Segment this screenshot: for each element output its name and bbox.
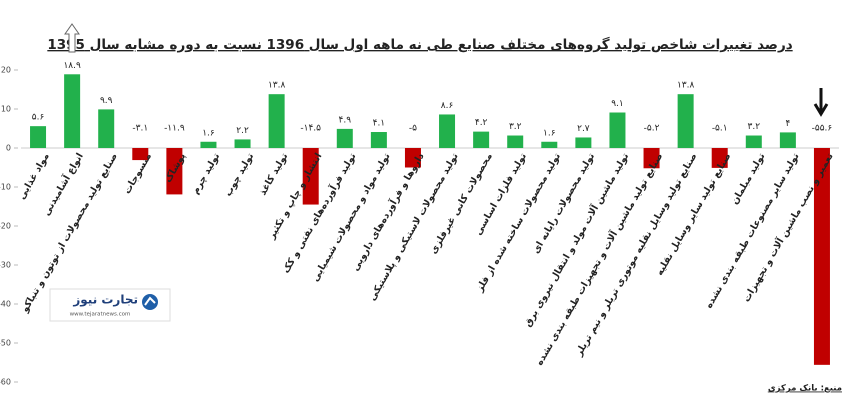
bar xyxy=(234,139,251,148)
bar xyxy=(98,109,115,148)
value-label: ۱۸.۹ xyxy=(63,61,81,71)
value-label: ۲.۷ xyxy=(577,124,590,134)
x-tick-label: تولید چوب xyxy=(223,151,257,198)
logo-icon-mark xyxy=(144,296,156,306)
value-label: ۴ xyxy=(785,119,790,129)
logo-name: تجارت نیوز xyxy=(72,293,138,308)
value-label: ۳.۲ xyxy=(748,122,761,132)
x-tick-label: تولید چرم xyxy=(190,151,222,196)
value-label: -۱۱.۹ xyxy=(164,124,185,134)
value-label: -۵ xyxy=(409,124,417,134)
up-arrow xyxy=(64,23,80,53)
bar xyxy=(779,132,796,148)
bar xyxy=(132,148,149,161)
x-tick-label: صنایع تولید وسایل نقلیه موتوری تریلر و ن… xyxy=(573,151,699,359)
value-label: ۱.۶ xyxy=(202,128,215,138)
value-label: ۴.۹ xyxy=(339,115,352,125)
value-label: ۴.۲ xyxy=(475,118,488,128)
bar xyxy=(609,112,626,148)
bar xyxy=(677,94,694,148)
bar xyxy=(370,132,387,148)
bar xyxy=(507,135,524,148)
source: منبع: بانک مرکزی xyxy=(768,384,842,394)
bar xyxy=(404,148,421,168)
y-tick-label: 0 xyxy=(6,144,11,153)
value-label: ۳.۲ xyxy=(509,122,522,132)
bar xyxy=(200,141,217,148)
value-label: ۵.۶ xyxy=(32,113,45,123)
bar xyxy=(643,148,660,169)
bar xyxy=(268,94,285,148)
bar xyxy=(711,148,728,168)
x-tick-label: مواد غذایی xyxy=(16,151,51,201)
value-label: -۳.۱ xyxy=(132,124,148,134)
value-label: -۵۵.۶ xyxy=(812,124,833,134)
value-label: ۸.۶ xyxy=(441,101,454,111)
y-tick-label: -60 xyxy=(0,378,11,387)
y-tick-label: 10 xyxy=(1,105,11,114)
y-tick-label: -20 xyxy=(0,222,11,231)
x-tick-label: تولید مبلمان xyxy=(729,151,767,206)
bar xyxy=(813,148,830,365)
bar xyxy=(166,148,183,195)
bar xyxy=(64,74,81,148)
value-label: -۵.۲ xyxy=(644,124,660,134)
bar xyxy=(439,114,456,148)
logo: تجارت نیوز www.tejaratnews.com xyxy=(49,288,171,322)
logo-url: www.tejaratnews.com xyxy=(70,312,131,318)
x-tick-label: صنایع تولید ماشین آلات و تجهیزات طبقه بن… xyxy=(532,150,665,367)
value-label: ۱۳.۸ xyxy=(268,81,286,91)
down-arrow xyxy=(813,88,829,117)
value-label: ۱.۶ xyxy=(543,128,556,138)
x-tick-label: محصولات کانی غیرفلزی xyxy=(428,151,495,256)
value-label: ۹.۹ xyxy=(100,96,113,106)
bar xyxy=(745,135,762,148)
bar xyxy=(30,126,47,148)
chart-title: درصد تغییرات شاخص تولید گروه‌های مختلف ص… xyxy=(47,36,792,53)
value-label: -۵.۱ xyxy=(712,124,728,134)
y-tick-label: -10 xyxy=(0,183,11,192)
x-tick-label: تولید محصولات رایانه ای xyxy=(531,151,598,255)
x-tick-label: تولید کاغذ xyxy=(257,151,290,197)
y-tick-label: 20 xyxy=(1,66,11,75)
y-tick-label: -40 xyxy=(0,300,11,309)
value-label: ۹.۱ xyxy=(611,99,624,109)
value-label: ۲.۲ xyxy=(236,126,249,136)
value-label: -۱۴.۵ xyxy=(300,124,321,134)
y-tick-label: -50 xyxy=(0,339,11,348)
value-label: ۴.۱ xyxy=(373,119,386,129)
bar xyxy=(541,141,558,148)
logo-icon xyxy=(142,294,158,310)
bar xyxy=(302,148,319,205)
bar xyxy=(575,137,592,148)
value-label: ۱۳.۸ xyxy=(677,81,695,91)
y-tick-label: -30 xyxy=(0,261,11,270)
bar xyxy=(336,128,353,148)
bar xyxy=(473,131,490,148)
